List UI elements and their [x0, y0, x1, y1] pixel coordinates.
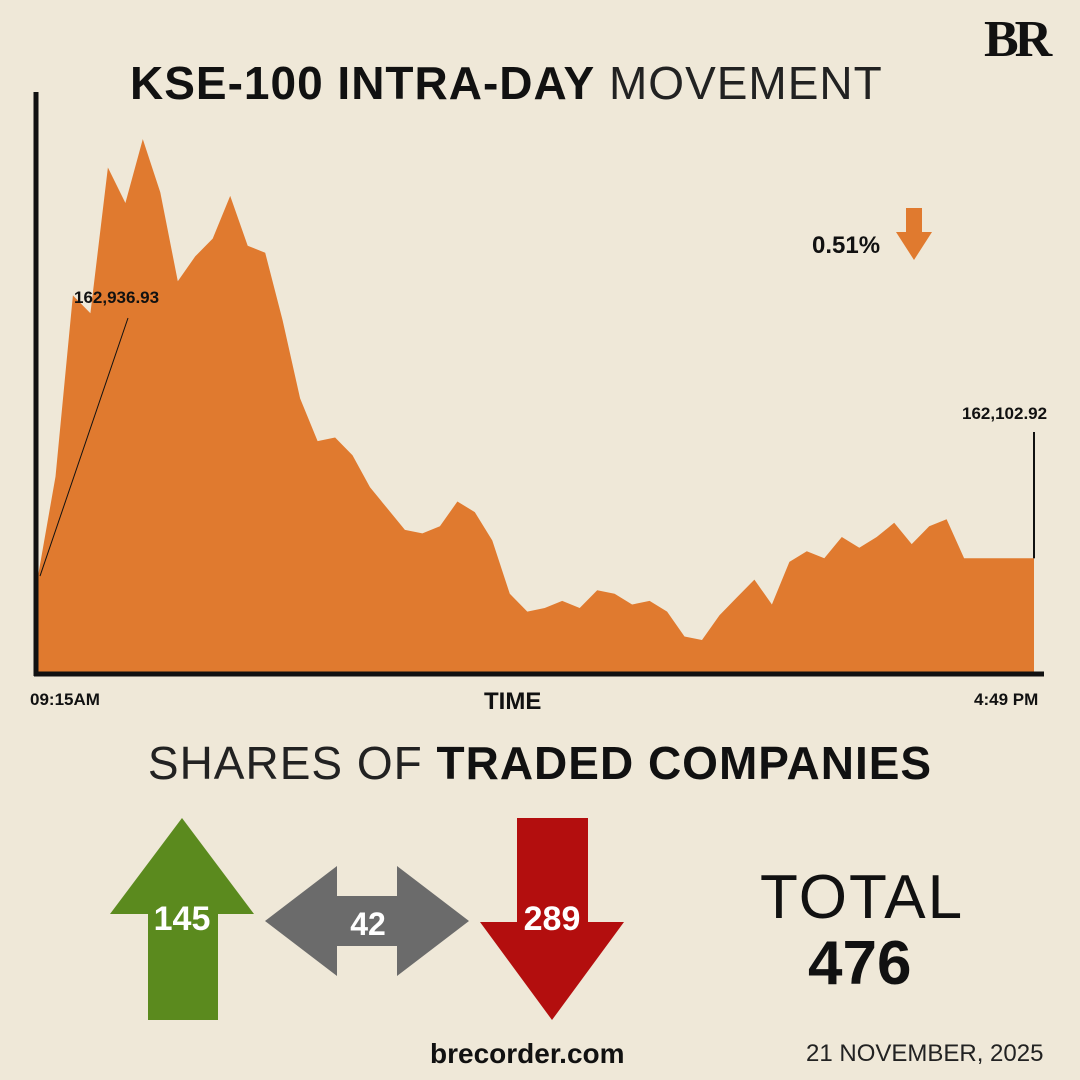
- advanced-count: 145: [153, 900, 211, 938]
- x-start-label: 09:15AM: [30, 690, 100, 709]
- brand-logo: BR: [984, 11, 1052, 68]
- report-date: 21 NOVEMBER, 2025: [806, 1040, 1044, 1067]
- down-arrow-icon: [896, 208, 932, 260]
- breadth-title-light: SHARES OF: [147, 737, 423, 789]
- breadth-title-bold: TRADED COMPANIES: [436, 737, 933, 789]
- x-end-label: 4:49 PM: [974, 690, 1039, 709]
- high-value-label: 162,936.93: [74, 288, 160, 307]
- title-bold: KSE-100 INTRA-DAY: [130, 57, 596, 109]
- site-url: brecorder.com: [430, 1038, 625, 1069]
- chart-title: KSE-100 INTRA-DAY MOVEMENT: [130, 56, 950, 110]
- intraday-chart: [33, 92, 1044, 677]
- declined-down-arrow-icon: [480, 818, 624, 1020]
- x-axis-title: TIME: [484, 688, 542, 715]
- high-leader-line: [39, 317, 129, 577]
- total-label: TOTAL: [760, 863, 965, 932]
- unchanged-double-arrow-icon: [265, 866, 469, 976]
- advanced-up-arrow-icon: [110, 818, 254, 1020]
- index-area: [38, 139, 1034, 673]
- declined-count: 289: [523, 900, 581, 938]
- change-percent: 0.51%: [812, 232, 881, 259]
- total-value: 476: [808, 929, 912, 998]
- close-value-label: 162,102.92: [962, 404, 1048, 423]
- title-light: MOVEMENT: [608, 57, 883, 109]
- unchanged-count: 42: [350, 906, 386, 942]
- breadth-title: SHARES OF TRADED COMPANIES: [0, 736, 1080, 790]
